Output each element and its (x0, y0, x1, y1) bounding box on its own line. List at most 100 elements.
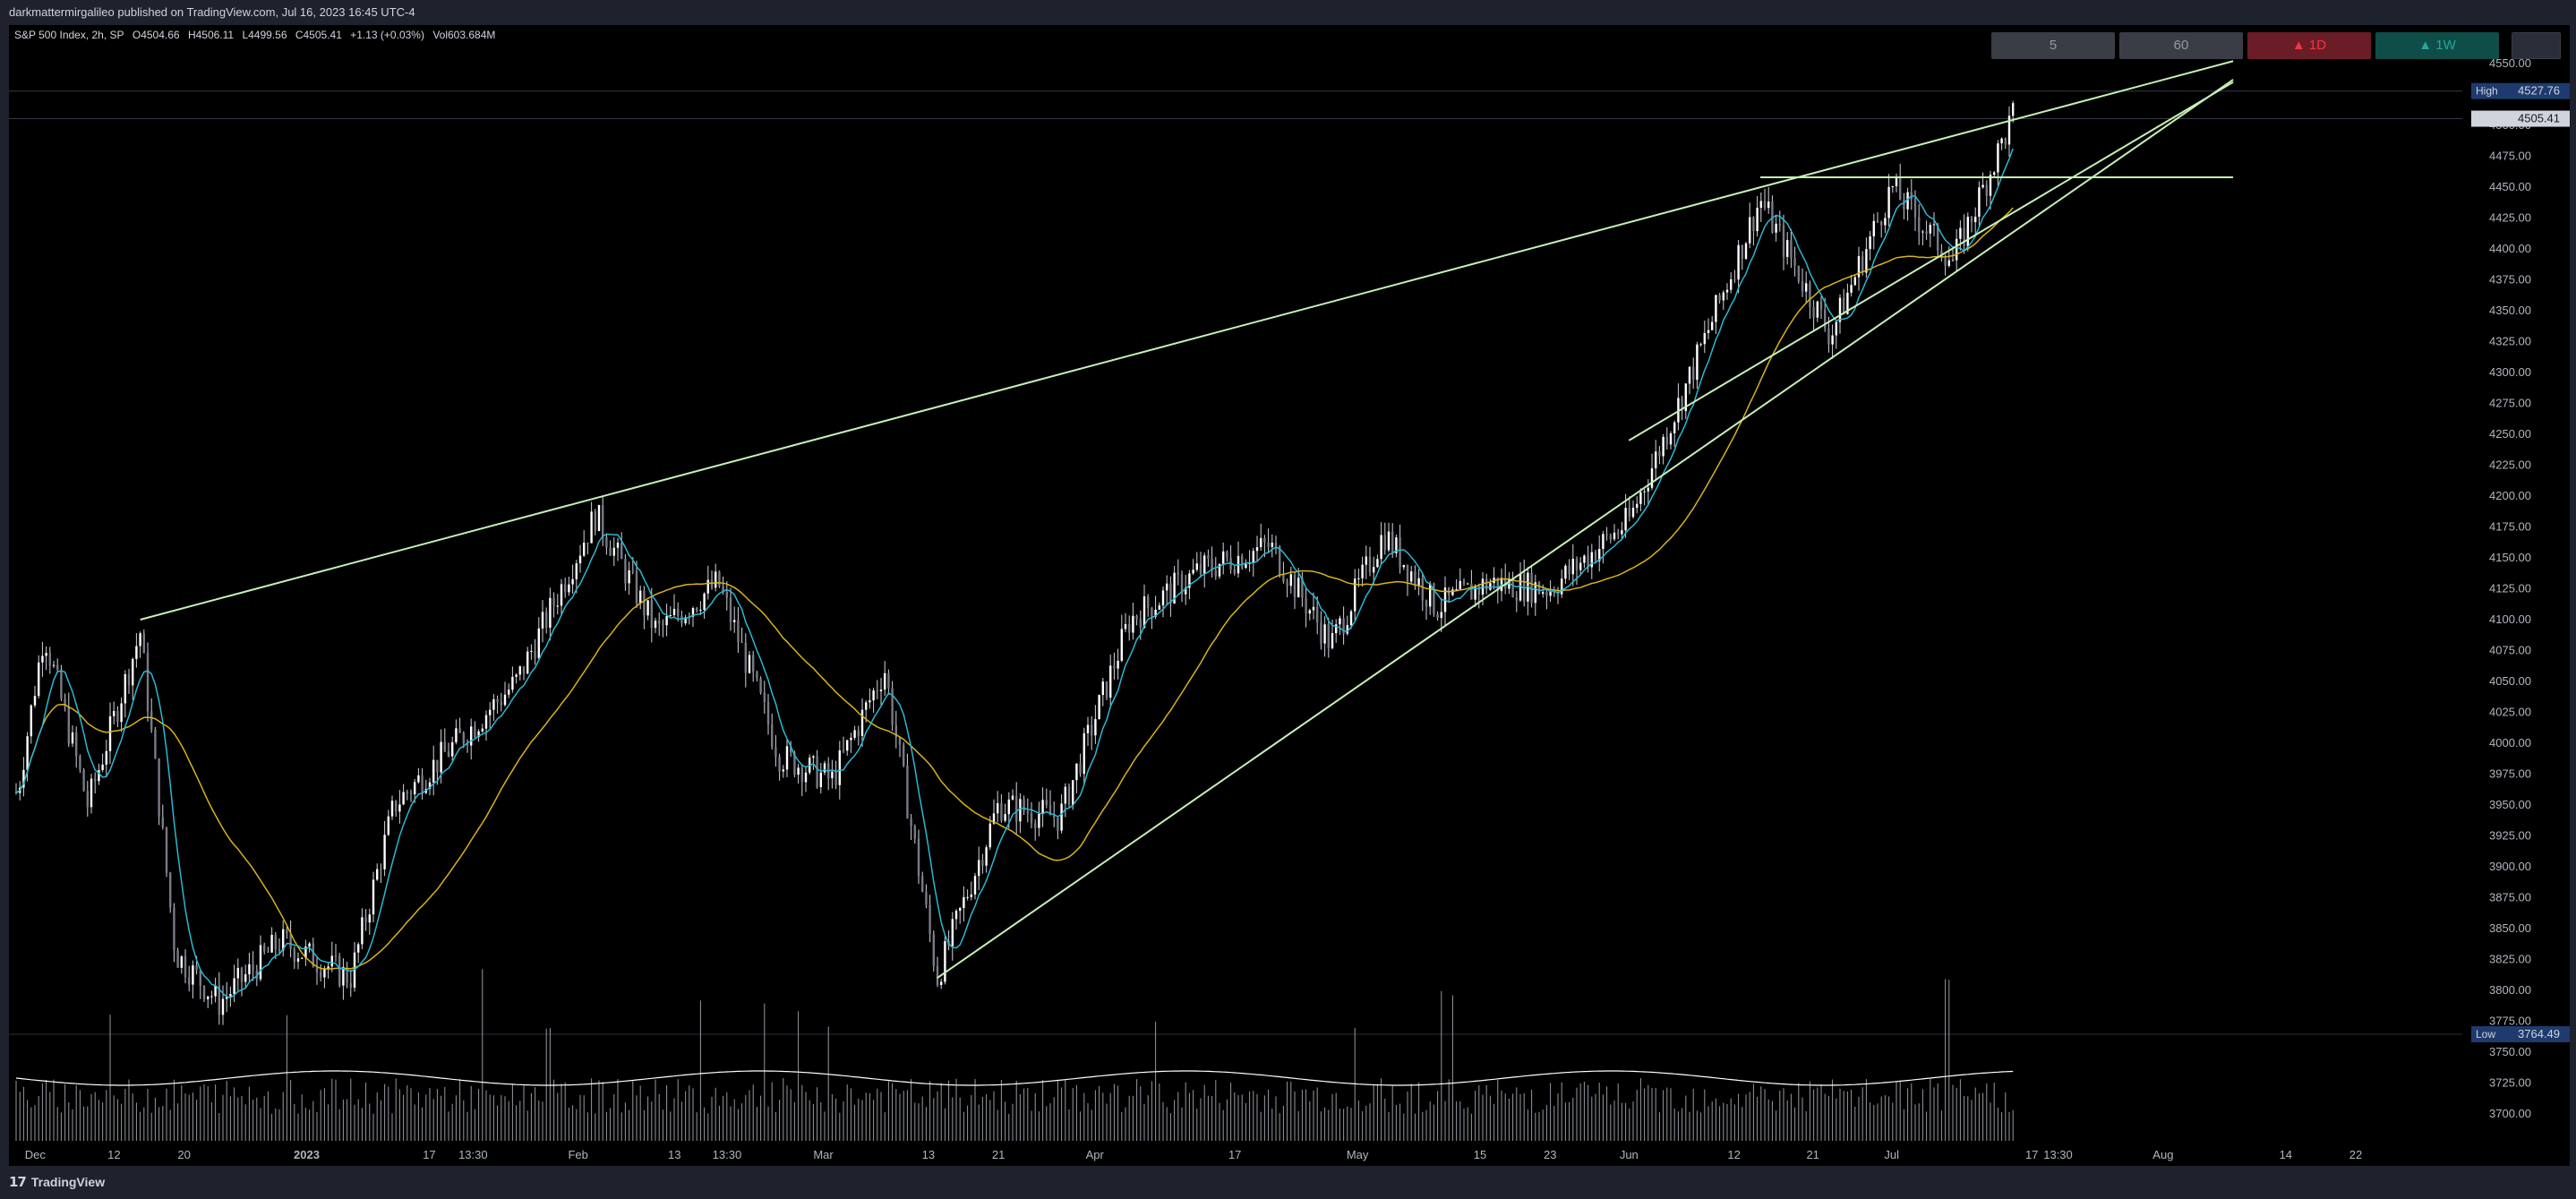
candle-body (1696, 344, 1699, 381)
candle-body (1895, 176, 1898, 186)
candle-body (214, 985, 217, 997)
candle-body (1556, 594, 1560, 595)
candle-body (1342, 618, 1345, 634)
candle-body (1161, 590, 1165, 606)
candle-body (1316, 606, 1319, 623)
candle-body (240, 967, 244, 982)
time-tick-label: Aug (2152, 1148, 2173, 1161)
timeframe-1d-button[interactable]: ▲ 1D (2247, 32, 2371, 59)
candle-body (1662, 436, 1665, 457)
candle-body (383, 835, 386, 869)
moving-average-slow (15, 207, 2014, 970)
candle-body (1158, 605, 1160, 610)
candle-body (221, 998, 225, 1015)
candle-body (154, 729, 157, 759)
candle-body (342, 966, 345, 986)
candle-body (346, 966, 348, 984)
candle-body (1741, 244, 1743, 260)
candle-body (564, 584, 567, 593)
candle-body (1218, 563, 1221, 577)
candle-body (124, 673, 126, 704)
candle-body (537, 628, 540, 659)
price-tick-label: 4550.00 (2489, 56, 2531, 70)
candle-body (1245, 563, 1247, 569)
candle-body (1188, 573, 1191, 588)
candle-body (233, 978, 235, 995)
candle-body (1474, 586, 1476, 600)
candle-body (1293, 574, 1297, 598)
candle-body (879, 689, 883, 692)
candle-body (440, 741, 442, 773)
ohlc-legend: S&P 500 Index, 2h, SP O4504.66 H4506.11 … (14, 29, 501, 41)
price-tick-label: 4450.00 (2489, 180, 2531, 193)
candle-body (842, 750, 845, 752)
candle-body (1211, 559, 1213, 570)
candle-body (1214, 570, 1217, 577)
tradingview-logo[interactable]: 𝟭𝟳 TradingView (9, 1175, 105, 1190)
candle-body (1733, 278, 1736, 280)
candle-body (1297, 578, 1300, 598)
candle-body (594, 511, 596, 531)
candle-body (2007, 116, 2011, 145)
candle-body (602, 504, 604, 537)
candle-body (560, 584, 563, 606)
candle-body (1139, 619, 1142, 629)
timeframe-60-button[interactable]: 60 (2119, 32, 2243, 59)
candle-body (1477, 586, 1480, 595)
candle-body (650, 600, 653, 629)
candle-body (785, 746, 789, 770)
chart-area[interactable]: 4550.004525.004500.004475.004450.004425.… (9, 25, 2570, 1166)
candle-body (248, 963, 251, 975)
candle-body (1561, 578, 1563, 595)
timeframe-5-button[interactable]: 5 (1991, 32, 2115, 59)
candle-body (1496, 578, 1499, 592)
candle-body (677, 608, 680, 616)
low-value: L4499.56 (242, 29, 287, 41)
time-tick-label: 15 (1474, 1148, 1486, 1161)
candle-body (860, 709, 864, 736)
candle-body (850, 737, 852, 741)
candle-body (917, 838, 920, 877)
candle-body (662, 623, 664, 626)
candle-body (1402, 564, 1405, 568)
candle-body (1793, 258, 1796, 266)
candle-body (691, 608, 695, 617)
timeframe-1w-button[interactable]: ▲ 1W (2375, 32, 2499, 59)
candle-body (838, 750, 841, 785)
candle-body (195, 965, 198, 971)
candle-body (308, 943, 311, 947)
candle-body (1274, 542, 1278, 547)
candle-body (1590, 552, 1593, 568)
candle-body (1564, 565, 1567, 579)
candle-body (1963, 227, 1965, 247)
time-tick-label: 14 (2280, 1148, 2292, 1161)
price-tick-label: 3700.00 (2489, 1107, 2531, 1120)
candle-body (30, 705, 32, 737)
trendline-3 (1628, 81, 2234, 441)
candle-body (800, 767, 803, 783)
candle-body (1135, 615, 1138, 620)
candle-body (2004, 138, 2007, 145)
candle-body (715, 571, 717, 588)
candle-body (180, 956, 183, 968)
candle-body (1913, 199, 1917, 218)
timeframe-extra-button[interactable] (2512, 32, 2561, 59)
candle-body (1824, 309, 1827, 329)
candle-body (831, 771, 834, 779)
candle-body (1185, 587, 1187, 595)
candle-body (1730, 278, 1733, 290)
candle-body (1598, 548, 1601, 561)
candle-body (1809, 283, 1811, 307)
candle-body (1072, 780, 1074, 805)
price-chart[interactable]: 4550.004525.004500.004475.004450.004425.… (9, 25, 2570, 1166)
candle-body (1199, 563, 1202, 574)
candle-body (1395, 537, 1398, 553)
candle-body (1109, 665, 1112, 698)
candle-body (1805, 283, 1808, 292)
candle-body (1177, 572, 1179, 575)
candle-body (1583, 555, 1586, 563)
price-tick-label: 4475.00 (2489, 150, 2531, 163)
candle-body (1368, 556, 1372, 573)
candle-body (395, 801, 398, 812)
candle-body (819, 772, 822, 788)
